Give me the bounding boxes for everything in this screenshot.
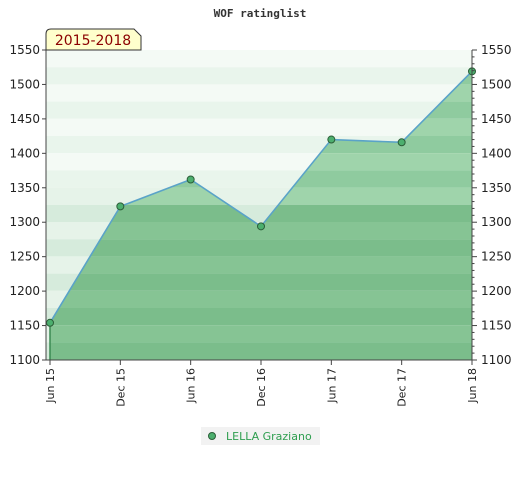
right-tick-label: 1250 xyxy=(481,250,512,264)
x-tick-label: Jun 18 xyxy=(466,368,479,404)
right-tick-label: 1200 xyxy=(481,284,512,298)
x-tick-label: Dec 17 xyxy=(396,368,409,407)
x-tick-label: Dec 16 xyxy=(255,368,268,407)
right-tick-label: 1350 xyxy=(481,181,512,195)
right-tick-label: 1550 xyxy=(481,43,512,57)
data-point xyxy=(46,318,54,327)
period-badge: 2015-2018 xyxy=(45,28,142,51)
area-band xyxy=(50,308,472,326)
right-tick-label: 1300 xyxy=(481,215,512,229)
data-point xyxy=(116,202,125,211)
right-tick-label: 1100 xyxy=(481,353,512,367)
legend-box xyxy=(201,427,320,445)
data-point xyxy=(397,138,406,147)
data-point xyxy=(186,175,195,184)
legend-label[interactable]: LELLA Graziano xyxy=(226,430,312,443)
left-y-axis: 1100 1150 1200 1250 1300 1350 1400 1450 1500 1550 xyxy=(9,43,47,367)
right-tick-label: 1450 xyxy=(481,112,512,126)
legend-marker xyxy=(208,432,216,440)
left-tick-label: 1200 xyxy=(9,284,40,298)
left-tick-label: 1500 xyxy=(9,77,40,91)
x-axis: Jun 15 Dec 15 Jun 16 Dec 16 Jun 17 Dec 17 Jun … xyxy=(44,359,479,407)
area-band xyxy=(50,239,472,257)
x-tick-label: Jun 15 xyxy=(44,368,57,404)
data-point xyxy=(257,222,265,231)
x-tick-label: Jun 17 xyxy=(325,368,338,404)
right-tick-label: 1400 xyxy=(481,146,512,160)
left-tick-label: 1450 xyxy=(9,112,40,126)
right-tick-label: 1500 xyxy=(481,77,512,91)
background-band xyxy=(46,67,472,85)
area-band xyxy=(50,222,472,240)
area-band xyxy=(50,342,472,360)
data-point xyxy=(327,135,336,144)
area-band xyxy=(50,290,472,308)
background-band xyxy=(46,118,472,136)
x-tick-label: Jun 16 xyxy=(185,368,198,404)
area-band xyxy=(50,256,472,274)
left-tick-label: 1550 xyxy=(9,43,40,57)
left-tick-label: 1300 xyxy=(9,215,40,229)
area-band xyxy=(50,325,472,343)
left-tick-label: 1350 xyxy=(9,181,40,195)
left-tick-label: 1400 xyxy=(9,146,40,160)
period-badge-text: 2015-2018 xyxy=(55,33,131,49)
x-tick-label: Dec 15 xyxy=(114,368,127,407)
area-band xyxy=(50,273,472,291)
left-tick-label: 1100 xyxy=(9,353,40,367)
left-tick-label: 1250 xyxy=(9,250,40,264)
legend: LELLA Graziano xyxy=(201,427,320,445)
left-tick-label: 1150 xyxy=(9,319,40,333)
background-band xyxy=(46,101,472,119)
chart-title: WOF ratinglist xyxy=(214,7,307,20)
right-y-axis: 1100 1150 1200 1250 1300 1350 1400 1450 1500 1550 xyxy=(471,43,512,367)
period-badge-box xyxy=(45,28,142,51)
background-band xyxy=(46,84,472,102)
right-tick-label: 1150 xyxy=(481,319,512,333)
background-band xyxy=(46,50,472,68)
